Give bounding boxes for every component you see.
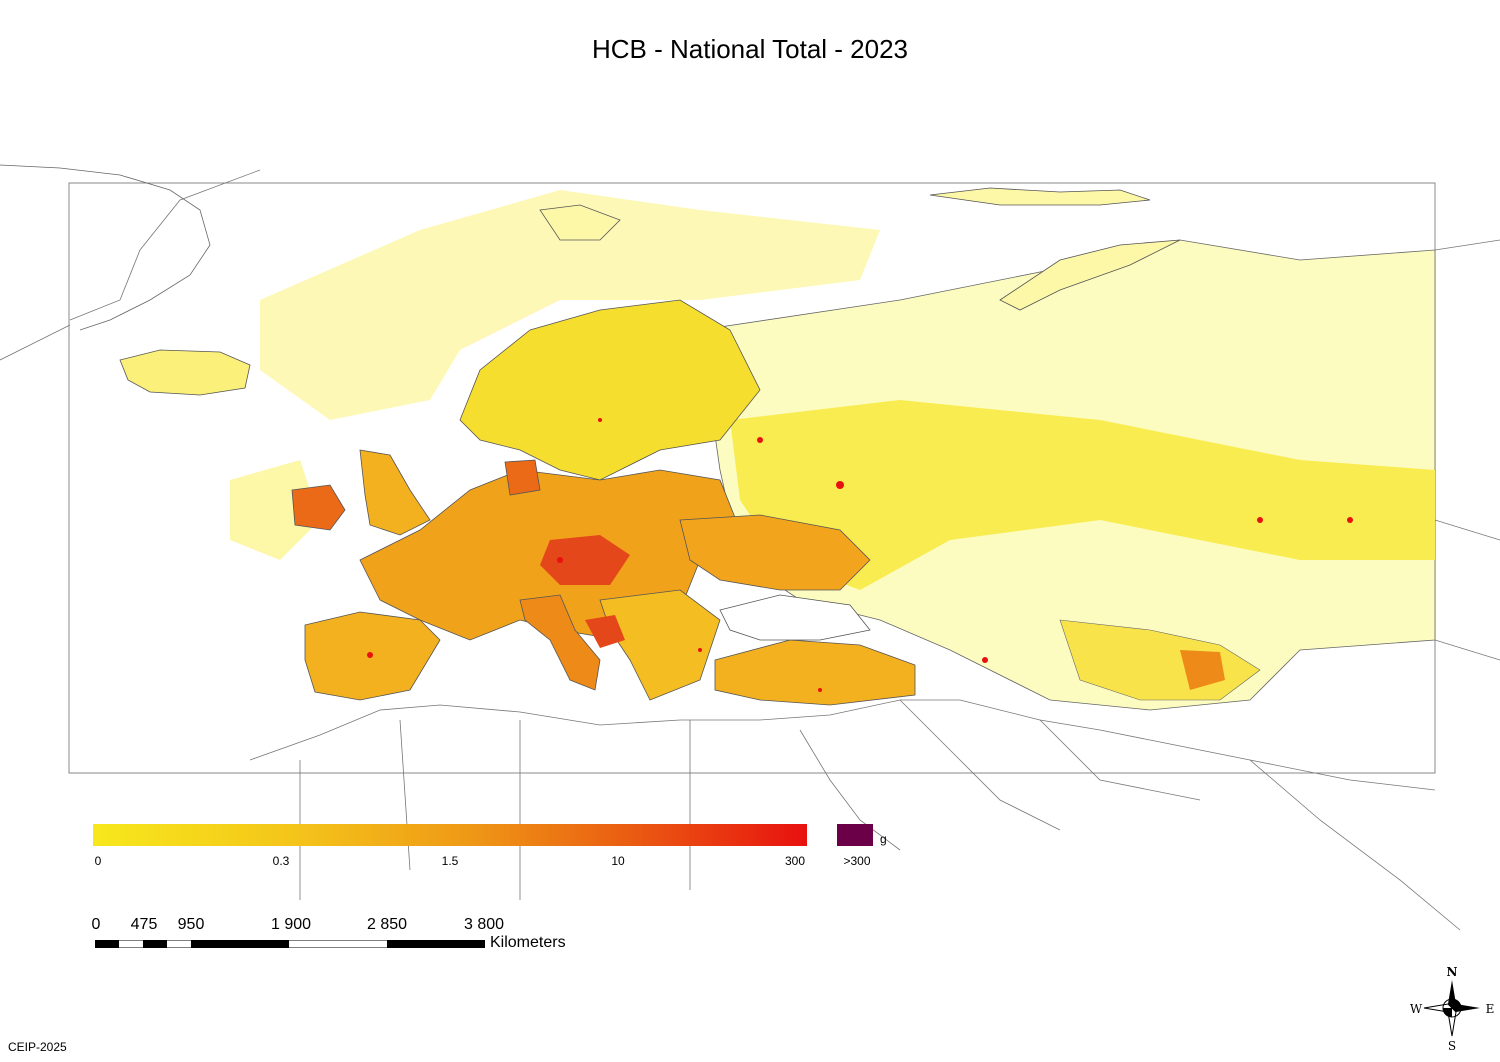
turkey (714, 639, 916, 706)
svalbard (539, 204, 621, 241)
scale-unit: Kilometers (490, 934, 566, 951)
great-britain (359, 449, 431, 536)
scale-label-0: 0 (91, 916, 101, 933)
mediterranean (430, 680, 700, 740)
bosnia-hotspot (585, 615, 625, 648)
franz-josef-land (929, 187, 1151, 206)
greenland-coast (0, 164, 211, 331)
legend-overflow-swatch (837, 824, 873, 846)
black-sea (719, 594, 871, 641)
iceland (119, 349, 251, 396)
russia-west-band (730, 400, 1435, 590)
legend-tick-3: 10 (611, 854, 625, 868)
italy (519, 594, 601, 691)
compass-n: N (1447, 965, 1458, 979)
legend-tick-4: 300 (784, 854, 806, 868)
novaya-zemlya (999, 239, 1181, 311)
scale-label-3: 1 900 (270, 916, 312, 933)
legend-tick-0: 0 (94, 854, 102, 868)
legend-unit: g (880, 832, 887, 846)
scandinavia (459, 299, 761, 481)
legend-tick-1: 0.3 (272, 854, 290, 868)
legend-tick-2: 1.5 (441, 854, 459, 868)
central-europe-hotspot (540, 535, 630, 585)
scale-label-1: 475 (130, 916, 158, 933)
denmark (504, 459, 541, 496)
balkans (599, 589, 721, 701)
credit-text: CEIP-2025 (8, 1040, 67, 1054)
compass-e: E (1486, 1002, 1494, 1016)
ukraine (679, 514, 871, 591)
scale-label-4: 2 850 (366, 916, 408, 933)
north-arrow-icon: N S E W (1410, 965, 1494, 1052)
scale-bar (95, 940, 485, 948)
north-sea-low (260, 190, 880, 420)
map-title: HCB - National Total - 2023 (591, 34, 908, 64)
ireland (291, 484, 346, 531)
legend-color-ramp (93, 824, 807, 846)
compass-s: S (1448, 1039, 1456, 1052)
uzbekistan-hotspot (1180, 650, 1225, 690)
scale-label-2: 950 (177, 916, 205, 933)
compass-w: W (1410, 1002, 1423, 1016)
scale-label-5: 3 800 (463, 916, 505, 933)
legend-overflow-label: >300 (843, 854, 871, 868)
emission-map (0, 164, 1500, 931)
atlantic-low (230, 460, 320, 560)
city-hotspots (367, 418, 1353, 692)
